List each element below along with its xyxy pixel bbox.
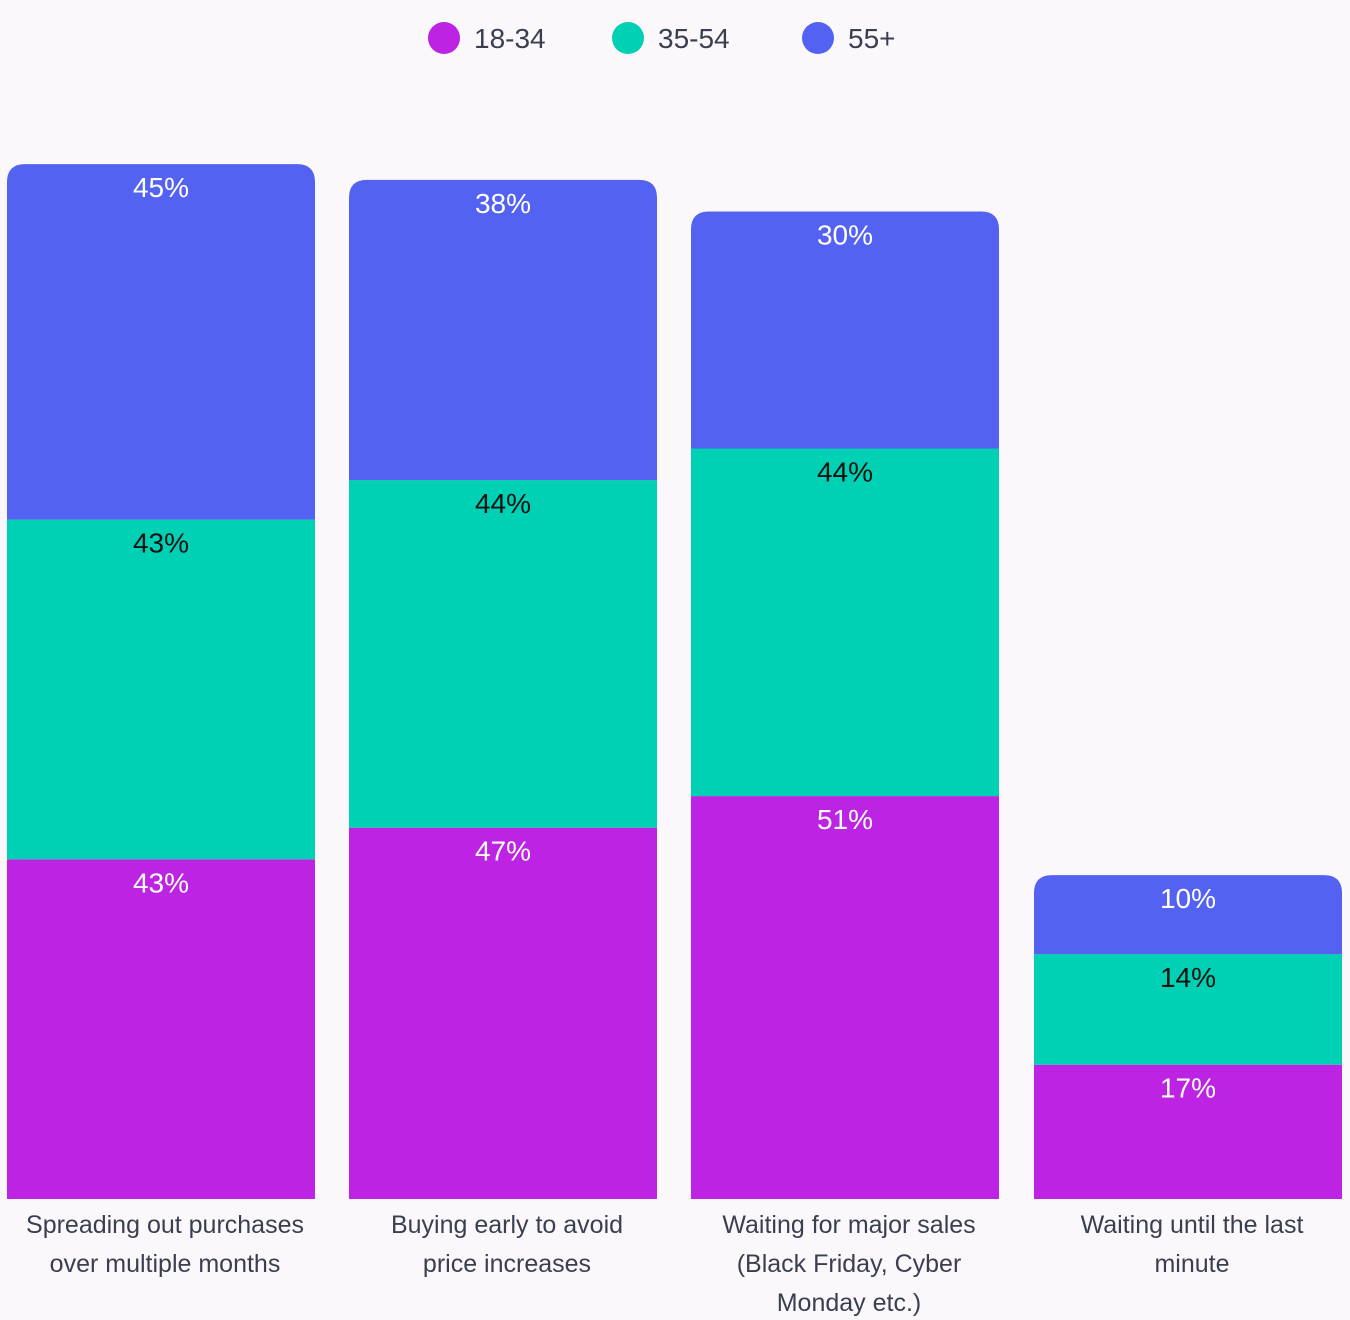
bar-segment-18-34 [1034, 1064, 1342, 1199]
legend-label: 55+ [848, 23, 896, 54]
category-label-line: Waiting until the last [1081, 1211, 1304, 1239]
category-label-line: over multiple months [50, 1250, 281, 1278]
bars [7, 164, 1342, 1199]
legend-label: 18-34 [474, 23, 546, 54]
category-label-line: Monday etc.) [777, 1289, 922, 1317]
bar-segment-18-34 [349, 827, 657, 1199]
data-label: 51% [817, 804, 873, 835]
data-label: 45% [133, 172, 189, 203]
legend-item-55+: 55+ [802, 22, 896, 54]
data-label: 43% [133, 867, 189, 898]
data-label: 43% [133, 528, 189, 559]
bar-segment-18-34 [7, 859, 315, 1199]
category-label-line: (Black Friday, Cyber [737, 1250, 962, 1278]
legend: 18-34 35-54 55+ [428, 22, 896, 54]
bar-segment-18-34 [691, 796, 999, 1199]
category-label: Waiting for major sales (Black Friday, Cy… [722, 1211, 975, 1317]
legend-swatch [612, 22, 644, 54]
bar-segment-35-54 [349, 480, 657, 828]
category-label-line: minute [1154, 1250, 1229, 1278]
data-label: 30% [817, 220, 873, 251]
x-axis-labels: Spreading out purchases over multiple mon… [26, 1211, 1303, 1317]
bar-segment-35-54 [691, 448, 999, 797]
data-label: 44% [817, 457, 873, 488]
legend-label: 35-54 [658, 23, 730, 54]
data-label: 10% [1160, 883, 1216, 914]
category-label: Spreading out purchases over multiple mon… [26, 1211, 304, 1278]
category-label-line: Buying early to avoid [391, 1211, 623, 1239]
data-label: 44% [475, 488, 531, 519]
data-label: 38% [475, 188, 531, 219]
bar-segment-55+ [1034, 875, 1342, 955]
value-labels: 43% 43% 45% 47% 44% 38% 51% 44% 30% 17% 14% 10% [133, 172, 1216, 1104]
data-label: 47% [475, 836, 531, 867]
category-label-line: Spreading out purchases [26, 1211, 304, 1239]
legend-item-18-34: 18-34 [428, 22, 546, 54]
legend-swatch [428, 22, 460, 54]
category-label-line: price increases [423, 1250, 591, 1278]
data-label: 14% [1160, 962, 1216, 993]
bar-segment-55+ [349, 179, 657, 481]
category-label: Waiting until the last minute [1081, 1211, 1304, 1278]
legend-item-35-54: 35-54 [612, 22, 730, 54]
data-label: 17% [1160, 1073, 1216, 1104]
bar-segment-55+ [691, 211, 999, 449]
category-label: Buying early to avoid price increases [391, 1211, 623, 1278]
bar-segment-55+ [7, 164, 315, 520]
category-label-line: Waiting for major sales [722, 1211, 975, 1239]
bar-segment-35-54 [1034, 954, 1342, 1065]
legend-swatch [802, 22, 834, 54]
bar-segment-35-54 [7, 519, 315, 860]
